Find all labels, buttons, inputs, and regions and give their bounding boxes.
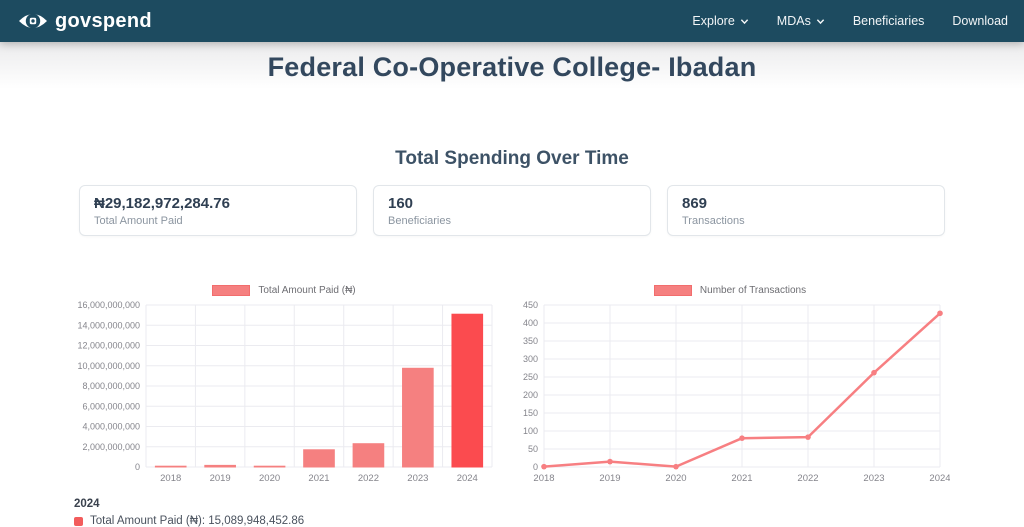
nav-links: Explore MDAs Beneficiaries Download xyxy=(692,14,1008,28)
bar-chart-total-amount[interactable]: Total Amount Paid (₦) 0 2,000,000,000 4,00… xyxy=(72,283,496,527)
stat-cards-row: ₦29,182,972,284.76 Total Amount Paid 160… xyxy=(79,185,945,236)
legend-label: Total Amount Paid (₦) xyxy=(258,284,356,296)
line-chart-canvas[interactable]: 0 50 100 150 200 250 300 350 400 450 2018 2019 2020 2… xyxy=(510,299,951,487)
stat-card-transactions: 869 Transactions xyxy=(667,185,945,236)
svg-text:400: 400 xyxy=(523,318,538,328)
section-title: Total Spending Over Time xyxy=(395,148,629,169)
svg-text:16,000,000,000: 16,000,000,000 xyxy=(77,300,140,310)
nav-item-beneficiaries[interactable]: Beneficiaries xyxy=(853,14,925,28)
stat-card-beneficiaries: 160 Beneficiaries xyxy=(373,185,651,236)
svg-text:2019: 2019 xyxy=(599,473,620,484)
svg-text:100: 100 xyxy=(523,426,538,436)
nav-item-mdas[interactable]: MDAs xyxy=(777,14,825,28)
svg-text:0: 0 xyxy=(135,462,140,472)
svg-text:2018: 2018 xyxy=(160,473,181,484)
svg-text:0: 0 xyxy=(533,462,538,472)
svg-text:50: 50 xyxy=(528,444,538,454)
svg-text:450: 450 xyxy=(523,300,538,310)
svg-text:2,000,000,000: 2,000,000,000 xyxy=(82,442,140,452)
svg-text:2023: 2023 xyxy=(863,473,884,484)
svg-text:2020: 2020 xyxy=(665,473,686,484)
svg-text:2024: 2024 xyxy=(457,473,478,484)
bar-chart-legend[interactable]: Total Amount Paid (₦) xyxy=(72,283,496,297)
transactions-value: 869 xyxy=(682,195,708,212)
legend-swatch xyxy=(653,284,692,296)
svg-text:200: 200 xyxy=(523,390,538,400)
svg-text:300: 300 xyxy=(523,354,538,364)
svg-text:4,000,000,000: 4,000,000,000 xyxy=(82,422,140,432)
svg-text:2023: 2023 xyxy=(407,473,428,484)
svg-text:8,000,000,000: 8,000,000,000 xyxy=(82,381,140,391)
svg-text:350: 350 xyxy=(523,336,538,346)
beneficiaries-label: Beneficiaries xyxy=(388,215,451,227)
nav-item-beneficiaries-label: Beneficiaries xyxy=(852,14,925,28)
page-title: Federal Co-Operative College- Ibadan xyxy=(267,52,757,82)
tooltip-year: 2024 xyxy=(74,498,100,510)
nav-item-mdas-label: MDAs xyxy=(776,14,811,28)
svg-text:6,000,000,000: 6,000,000,000 xyxy=(82,401,140,411)
chevron-down-icon xyxy=(816,18,825,24)
svg-text:150: 150 xyxy=(523,408,538,418)
title-band: Federal Co-Operative College- Ibadan xyxy=(0,42,1024,114)
navbar: govspend Explore MDAs Beneficiaries Down… xyxy=(0,0,1024,42)
govspend-eye-icon xyxy=(19,13,47,29)
bar-chart-canvas[interactable]: 0 2,000,000,000 4,000,000,000 6,000,000,000… xyxy=(72,299,496,487)
chevron-down-icon xyxy=(740,18,748,24)
svg-text:2022: 2022 xyxy=(797,473,818,484)
beneficiaries-value: 160 xyxy=(388,195,414,212)
nav-item-explore[interactable]: Explore xyxy=(692,14,748,28)
total-amount-value: ₦29,182,972,284.76 xyxy=(94,195,230,212)
svg-text:2018: 2018 xyxy=(533,473,554,484)
svg-text:2019: 2019 xyxy=(210,473,231,484)
legend-label: Number of Transactions xyxy=(699,284,807,296)
svg-text:12,000,000,000: 12,000,000,000 xyxy=(77,341,140,351)
brand-name: govspend xyxy=(55,9,152,32)
svg-text:10,000,000,000: 10,000,000,000 xyxy=(77,361,140,371)
total-amount-label: Total Amount Paid xyxy=(94,215,183,227)
legend-swatch xyxy=(212,284,251,296)
svg-text:2020: 2020 xyxy=(259,473,280,484)
svg-text:250: 250 xyxy=(523,372,538,382)
nav-item-explore-label: Explore xyxy=(692,14,735,28)
nav-item-download[interactable]: Download xyxy=(952,14,1008,28)
tooltip-swatch xyxy=(74,516,83,526)
svg-text:2021: 2021 xyxy=(731,473,752,484)
svg-text:2024: 2024 xyxy=(929,473,950,484)
transactions-label: Transactions xyxy=(682,215,745,227)
nav-item-download-label: Download xyxy=(952,14,1008,28)
brand-logo[interactable]: govspend xyxy=(18,10,152,33)
bar-chart-tooltip: 2024 Total Amount Paid (₦): 15,089,948,4… xyxy=(74,498,496,527)
svg-text:2021: 2021 xyxy=(308,473,329,484)
stat-card-total-amount: ₦29,182,972,284.76 Total Amount Paid xyxy=(79,185,357,236)
line-chart-transactions[interactable]: Number of Transactions 0 50 100 150 200 250 30… xyxy=(510,283,951,527)
line-chart-legend[interactable]: Number of Transactions xyxy=(510,283,950,297)
svg-text:2022: 2022 xyxy=(358,473,379,484)
tooltip-value: Total Amount Paid (₦): 15,089,948,452.86 xyxy=(90,515,305,527)
svg-text:14,000,000,000: 14,000,000,000 xyxy=(77,320,140,330)
